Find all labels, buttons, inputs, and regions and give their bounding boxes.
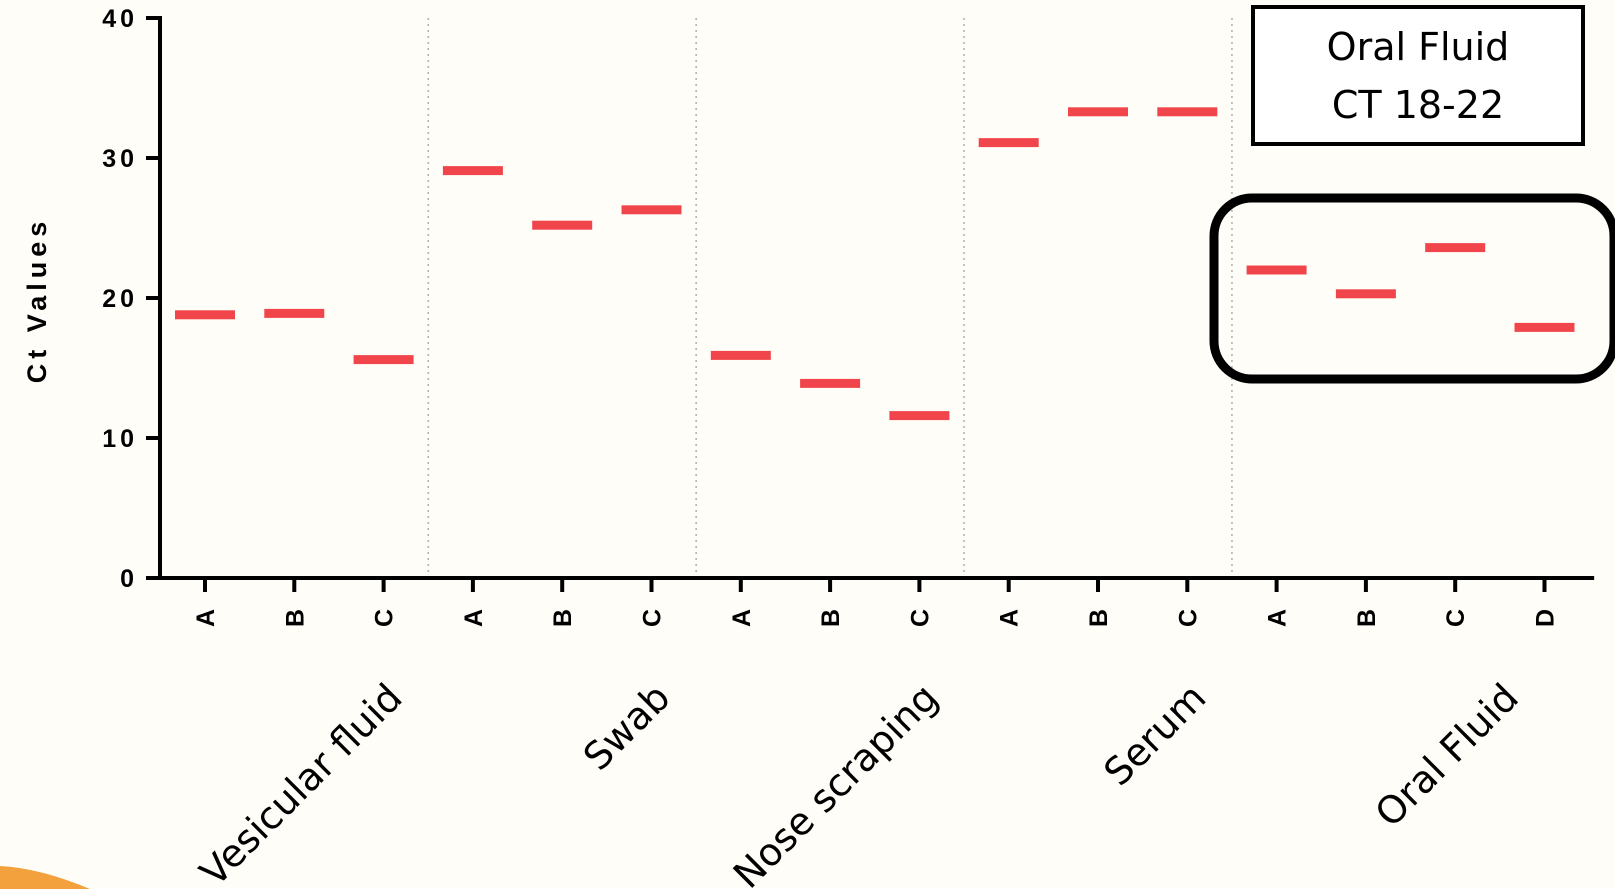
corner-accent-shape — [0, 866, 90, 889]
x-tick-label: A — [996, 609, 1024, 627]
group-label: Serum — [1095, 675, 1214, 794]
data-point-marker — [442, 166, 503, 176]
x-tick-label: B — [1353, 609, 1381, 627]
data-point-marker — [1514, 322, 1575, 332]
x-tick-label: A — [192, 609, 220, 627]
x-tick-label: A — [728, 609, 756, 627]
x-tick-label: A — [460, 609, 488, 627]
data-point-marker — [889, 411, 950, 421]
x-tick-label: B — [1085, 609, 1113, 627]
annotation-line-1: Oral Fluid — [1327, 25, 1510, 69]
y-tick-label: 0 — [120, 565, 138, 593]
x-tick-label: C — [371, 609, 399, 627]
data-point-marker — [1157, 107, 1218, 117]
x-tick-label: C — [1174, 609, 1202, 627]
x-tick-label: A — [1264, 609, 1292, 627]
y-tick-label: 30 — [102, 145, 138, 173]
data-point-marker — [621, 205, 682, 215]
x-tick-label: B — [549, 609, 577, 627]
group-label: Nose scraping — [725, 675, 947, 889]
data-point-marker — [1068, 107, 1128, 117]
data-point-marker — [264, 308, 325, 318]
group-labels: Vesicular fluid Swab Nose scraping Serum Ora… — [191, 675, 1526, 889]
x-tick-label: D — [1532, 609, 1560, 627]
axes — [146, 16, 1595, 592]
y-axis-label: Ct Values — [22, 217, 52, 384]
x-tick-label: B — [817, 609, 845, 627]
y-tick-labels: 0 10 20 30 40 — [102, 5, 138, 593]
data-point-marker — [1335, 289, 1396, 299]
data-point-marker — [353, 355, 414, 365]
data-point-marker — [978, 138, 1039, 148]
x-tick-label: B — [281, 609, 309, 627]
group-label: Vesicular fluid — [191, 675, 410, 889]
data-point-marker — [1246, 265, 1307, 275]
annotation-box: Oral Fluid CT 18-22 — [1251, 5, 1585, 146]
y-tick-label: 40 — [102, 5, 138, 33]
data-point-marker — [710, 350, 771, 360]
data-point-marker — [532, 220, 593, 230]
data-point-marker — [1425, 243, 1486, 253]
annotation-line-2: CT 18-22 — [1332, 83, 1504, 127]
x-tick-label: C — [639, 609, 667, 627]
x-tick-label: C — [906, 609, 934, 627]
group-dividers — [427, 18, 1233, 578]
data-point-marker — [800, 378, 861, 388]
oral-fluid-highlight-box — [1209, 193, 1615, 384]
x-tick-label: C — [1442, 609, 1470, 627]
data-markers — [175, 107, 1575, 421]
y-tick-label: 20 — [102, 285, 138, 313]
data-point-marker — [175, 310, 235, 320]
y-tick-label: 10 — [102, 425, 138, 453]
group-label: Swab — [575, 675, 679, 779]
group-label: Oral Fluid — [1367, 675, 1527, 835]
